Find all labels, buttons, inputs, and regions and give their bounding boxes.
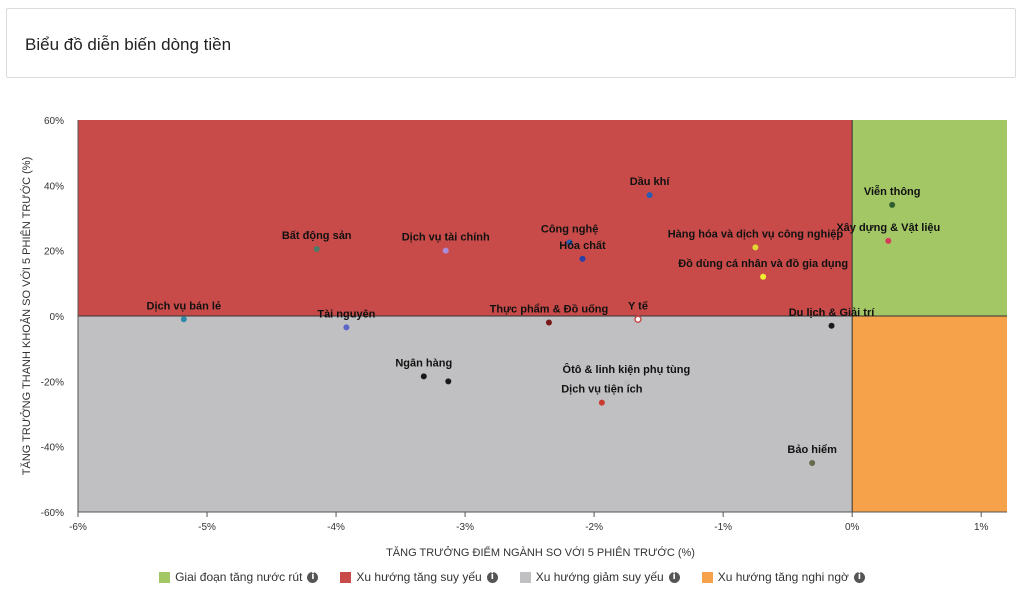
data-point[interactable]	[752, 244, 759, 251]
x-tick-label: -4%	[327, 522, 345, 533]
data-point[interactable]	[313, 246, 320, 253]
legend-item-weakening-uptrend[interactable]: Xu hướng tăng suy yếu i	[340, 570, 498, 584]
data-point[interactable]	[180, 316, 187, 323]
data-point[interactable]	[885, 237, 892, 244]
data-points: Dầu khí Viễn thông Xây dựng & Vật liệu Bất …	[147, 176, 940, 466]
data-point[interactable]	[760, 273, 767, 280]
data-point[interactable]	[420, 373, 427, 380]
legend-item-doubtful-uptrend[interactable]: Xu hướng tăng nghi ngờ i	[701, 570, 865, 584]
data-point[interactable]	[445, 378, 452, 385]
quadrant-doubtful-uptrend	[852, 316, 1007, 512]
cash-flow-chart: -6% -5% -4% -3% -2% -1% 0% 1% 60% 40% 20% 0% -20% -40…	[20, 116, 1007, 559]
data-label: Du lịch & Giải trí	[789, 307, 876, 319]
x-tick-label: 1%	[974, 522, 989, 533]
data-label: Công nghệ	[541, 224, 598, 236]
data-label: Hàng hóa và dịch vụ công nghiệp	[668, 228, 844, 240]
data-label: Đồ dùng cá nhân và đồ gia dụng	[678, 258, 848, 270]
data-point[interactable]	[579, 255, 586, 262]
data-label: Viễn thông	[864, 185, 921, 198]
legend-swatch	[159, 571, 171, 583]
info-icon[interactable]: i	[668, 571, 680, 583]
data-label: Thực phẩm & Đồ uống	[490, 304, 609, 316]
data-label: Dầu khí	[630, 176, 671, 188]
x-tick-label: -2%	[585, 522, 603, 533]
legend-label: Xu hướng tăng nghi ngờ	[717, 570, 849, 584]
chart-legend: Giai đoạn tăng nước rút i Xu hướng tăng …	[0, 567, 1024, 587]
data-label: Dịch vụ tài chính	[402, 232, 490, 244]
data-label: Dịch vụ bán lẻ	[147, 300, 222, 312]
axis-titles: TĂNG TRƯỞNG ĐIỂM NGÀNH SO VỚI 5 PHIÊN TR…	[20, 157, 695, 559]
data-label: Ngân hàng	[395, 357, 452, 369]
data-point[interactable]	[566, 239, 573, 246]
legend-label: Xu hướng giảm suy yếu	[535, 570, 664, 584]
legend-swatch	[701, 571, 713, 583]
x-tick-label: -1%	[714, 522, 732, 533]
info-icon[interactable]: i	[486, 571, 498, 583]
x-tick-label: -5%	[198, 522, 216, 533]
x-axis-title: TĂNG TRƯỞNG ĐIỂM NGÀNH SO VỚI 5 PHIÊN TR…	[386, 546, 695, 559]
data-label: Y tế	[628, 300, 649, 312]
y-tick-label: -60%	[41, 508, 64, 519]
page-title: Biểu đồ diễn biến dòng tiền	[25, 35, 232, 54]
axes: -6% -5% -4% -3% -2% -1% 0% 1% 60% 40% 20% 0% -20% -40…	[41, 116, 1007, 533]
y-tick-label: 0%	[50, 312, 65, 323]
y-tick-label: 60%	[44, 116, 64, 127]
info-icon[interactable]: i	[853, 571, 865, 583]
data-label: Hóa chất	[559, 240, 606, 252]
y-axis-title: TĂNG TRƯỞNG THANH KHOẢN SO VỚI 5 PHIÊN T…	[20, 157, 33, 475]
y-tick-label: -40%	[41, 443, 64, 454]
quadrant-weakening-uptrend	[78, 120, 853, 316]
quadrant-accelerating-uptrend	[852, 120, 1007, 316]
data-point[interactable]	[828, 322, 835, 329]
data-point[interactable]	[598, 399, 605, 406]
quadrant-weakening-downtrend	[78, 316, 853, 512]
data-label: Bảo hiểm	[787, 444, 837, 456]
legend-label: Giai đoạn tăng nước rút	[175, 570, 303, 584]
data-point[interactable]	[889, 201, 896, 208]
info-icon[interactable]: i	[307, 571, 319, 583]
legend-swatch	[340, 571, 352, 583]
data-point[interactable]	[646, 192, 653, 199]
data-point[interactable]	[343, 324, 350, 331]
data-label: Tài nguyên	[317, 308, 375, 320]
legend-item-accelerating-uptrend[interactable]: Giai đoạn tăng nước rút i	[159, 570, 319, 584]
data-label: Dịch vụ tiện ích	[561, 384, 643, 396]
y-tick-label: 40%	[44, 181, 64, 192]
chart-header-card: Biểu đồ diễn biến dòng tiền	[6, 8, 1016, 78]
data-point[interactable]	[809, 460, 816, 466]
data-label: Bất động sản	[282, 230, 352, 242]
data-label: Ôtô & linh kiện phụ tùng	[563, 363, 691, 376]
x-tick-label: 0%	[845, 522, 860, 533]
legend-item-weakening-downtrend[interactable]: Xu hướng giảm suy yếu i	[519, 570, 680, 584]
data-point[interactable]	[545, 319, 552, 326]
legend-label: Xu hướng tăng suy yếu	[356, 570, 482, 584]
y-tick-label: 20%	[44, 247, 64, 258]
data-point[interactable]	[634, 315, 642, 324]
legend-swatch	[519, 571, 531, 583]
data-label: Xây dựng & Vật liệu	[836, 222, 940, 234]
y-tick-label: -20%	[41, 377, 64, 388]
data-point[interactable]	[623, 379, 630, 386]
x-tick-label: -6%	[69, 522, 87, 533]
data-point[interactable]	[442, 247, 449, 254]
x-tick-label: -3%	[456, 522, 474, 533]
quadrant-backgrounds	[78, 120, 1007, 512]
